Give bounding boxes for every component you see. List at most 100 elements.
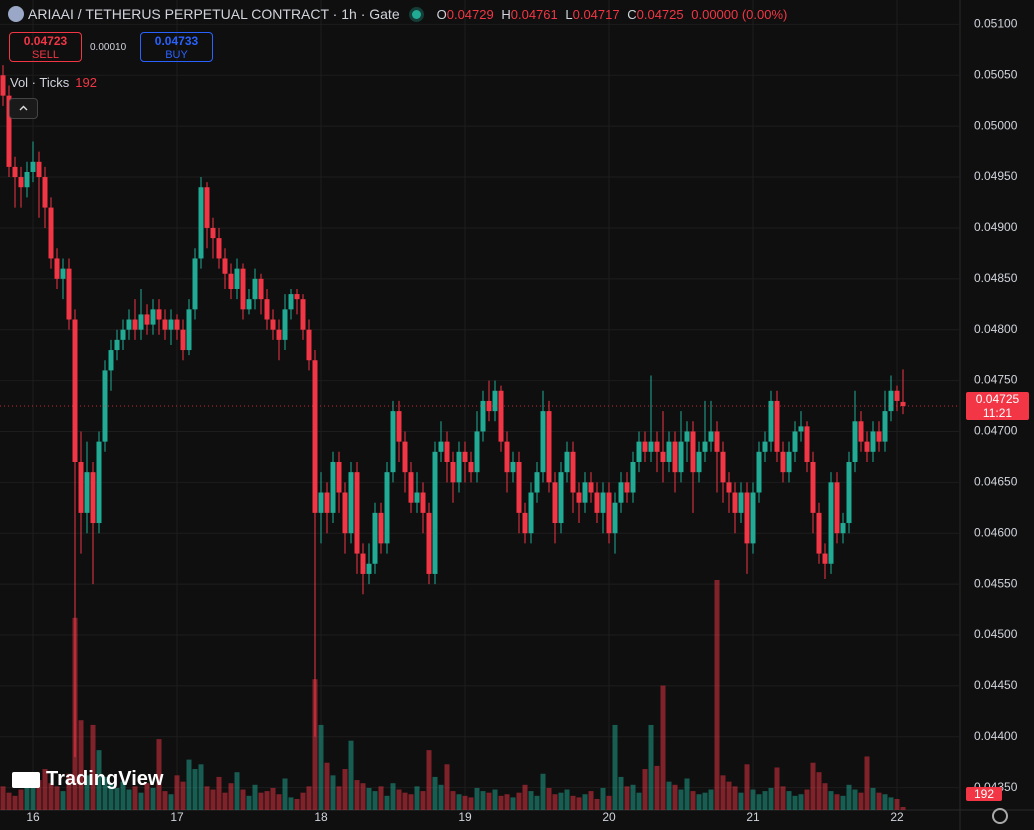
- volume-bar: [222, 792, 228, 810]
- volume-bar: [618, 776, 624, 810]
- y-tick-label: 0.04650: [974, 475, 1018, 489]
- candle-body: [222, 258, 228, 274]
- candle-body: [384, 472, 390, 544]
- candle-body: [894, 390, 900, 401]
- candle-body: [582, 482, 588, 503]
- candle-body: [66, 268, 72, 320]
- candle-body: [264, 299, 270, 320]
- candle-body: [174, 319, 180, 330]
- ohlc-label: C: [627, 6, 637, 22]
- y-tick-label: 0.04750: [974, 373, 1018, 387]
- candle-body: [624, 482, 630, 493]
- volume-bar: [240, 789, 246, 810]
- volume-bar: [558, 792, 564, 810]
- candle-body: [150, 309, 156, 325]
- candle-body: [84, 472, 90, 513]
- volume-bar: [594, 798, 600, 810]
- candle-body: [342, 492, 348, 534]
- settings-button[interactable]: [992, 808, 1008, 824]
- volume-bar: [36, 780, 42, 810]
- candle-body: [258, 278, 264, 300]
- candle-body: [198, 187, 204, 259]
- candle-body: [738, 492, 744, 513]
- volume-bar: [570, 795, 576, 810]
- sell-button[interactable]: 0.04723 SELL: [9, 32, 82, 62]
- candle-body: [660, 451, 666, 462]
- candle-body: [786, 451, 792, 473]
- chart-title: ARIAAI / TETHERUS PERPETUAL CONTRACT · 1…: [28, 6, 400, 22]
- volume-bar: [192, 769, 198, 810]
- collapse-button[interactable]: [9, 98, 38, 119]
- candle-body: [654, 441, 660, 452]
- symbol-logo: [8, 6, 24, 22]
- volume-bar: [696, 794, 702, 810]
- candle-body: [828, 482, 834, 564]
- candle-body: [48, 207, 54, 259]
- candle-body: [108, 350, 114, 371]
- candle-body: [252, 278, 258, 300]
- volume-bar: [606, 795, 612, 810]
- volume-bar: [474, 787, 480, 810]
- volume-bar: [210, 789, 216, 810]
- volume-bar: [828, 791, 834, 810]
- volume-bar: [444, 764, 450, 810]
- volume-bar: [138, 792, 144, 810]
- candle-body: [402, 441, 408, 473]
- volume-bar: [810, 762, 816, 810]
- volume-bar: [750, 789, 756, 810]
- candle-body: [864, 441, 870, 452]
- ohlc-legend: O0.04729 H0.04761 L0.04717 C0.04725 0.00…: [433, 7, 788, 22]
- candle-body: [810, 461, 816, 513]
- candle-body: [414, 492, 420, 503]
- volume-bar: [630, 784, 636, 810]
- volume-bar: [804, 789, 810, 810]
- volume-bar: [102, 776, 108, 810]
- candle-body: [306, 329, 312, 361]
- candle-body: [564, 451, 570, 473]
- volume-bar: [132, 786, 138, 810]
- candle-body: [240, 268, 246, 310]
- volume-bar: [864, 756, 870, 810]
- volume-bar: [858, 792, 864, 810]
- volume-legend: Vol · Ticks 192: [10, 75, 97, 90]
- volume-bar: [468, 797, 474, 810]
- candle-body: [450, 461, 456, 483]
- volume-bar: [780, 786, 786, 810]
- volume-bar: [42, 769, 48, 810]
- candle-body: [708, 431, 714, 442]
- candle-body: [570, 451, 576, 493]
- volume-legend-value: 192: [75, 75, 97, 90]
- sell-label: SELL: [32, 49, 59, 61]
- candle-body: [0, 75, 6, 96]
- buy-button[interactable]: 0.04733 BUY: [140, 32, 213, 62]
- candle-body: [846, 461, 852, 524]
- candle-body: [768, 400, 774, 442]
- volume-bar: [678, 789, 684, 810]
- candle-body: [354, 472, 360, 554]
- volume-bar: [798, 794, 804, 810]
- candle-body: [420, 492, 426, 513]
- volume-bar: [378, 786, 384, 810]
- ohlc-value: 0.04761: [510, 6, 558, 22]
- volume-bar: [360, 783, 366, 810]
- volume-bar: [150, 787, 156, 810]
- volume-bar: [180, 781, 186, 810]
- candle-body: [6, 95, 12, 167]
- candle-body: [96, 441, 102, 524]
- volume-bar: [372, 791, 378, 810]
- candle-body: [282, 309, 288, 340]
- candle-body: [648, 441, 654, 452]
- volume-bar: [342, 769, 348, 810]
- candle-body: [888, 390, 894, 412]
- watermark-text: TradingView: [46, 768, 164, 790]
- volume-bar: [426, 750, 432, 810]
- volume-bar: [438, 784, 444, 810]
- volume-bar: [174, 775, 180, 810]
- volume-bar: [660, 685, 666, 810]
- volume-bar: [840, 795, 846, 810]
- candle-body: [144, 314, 150, 325]
- candle-body: [156, 309, 162, 320]
- volume-bar: [48, 783, 54, 810]
- volume-bar: [216, 776, 222, 810]
- volume-bar: [162, 791, 168, 810]
